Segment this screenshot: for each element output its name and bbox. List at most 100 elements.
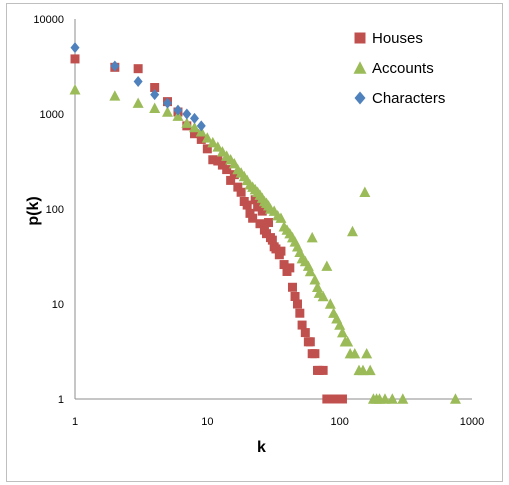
accounts-point — [306, 231, 318, 243]
x-axis-label: k — [257, 439, 266, 456]
x-tick-label: 100 — [330, 416, 348, 428]
houses-point — [297, 320, 307, 330]
houses-point — [257, 206, 267, 216]
accounts-point — [379, 393, 391, 404]
y-tick-label: 100 — [46, 204, 64, 216]
accounts-point — [201, 132, 213, 143]
houses-point — [229, 170, 239, 180]
houses-point — [267, 235, 277, 245]
houses-point — [233, 182, 243, 192]
houses-point — [190, 129, 200, 139]
houses-point — [217, 160, 227, 170]
houses-point — [300, 328, 310, 338]
houses-point — [271, 244, 281, 254]
characters-point — [110, 60, 120, 72]
characters-point — [70, 42, 80, 54]
x-tick-labels: 1 10 100 1000 — [72, 416, 484, 428]
chart-frame — [6, 3, 503, 482]
legend-label: Accounts — [372, 60, 434, 77]
legend-entry-characters: Characters — [354, 90, 445, 107]
y-tick-label: 1000 — [40, 109, 64, 121]
accounts-point — [149, 102, 161, 113]
legend-entry-accounts: Accounts — [353, 60, 434, 77]
series-houses — [70, 54, 347, 404]
x-tick-label: 1000 — [460, 416, 484, 428]
houses-point — [337, 394, 347, 404]
series-characters — [70, 42, 206, 132]
houses-point — [310, 349, 320, 359]
accounts-point — [386, 393, 398, 404]
houses-point — [150, 83, 160, 93]
x-tick-label: 10 — [201, 416, 213, 428]
houses-point — [202, 144, 212, 154]
characters-point — [196, 120, 206, 132]
accounts-point — [304, 265, 316, 277]
houses-point — [255, 219, 265, 229]
accounts-point — [357, 364, 369, 376]
accounts-point — [346, 225, 358, 237]
accounts-point — [312, 281, 324, 292]
accounts-point — [212, 141, 224, 152]
houses-point — [285, 263, 295, 273]
legend-marker-characters — [354, 91, 366, 105]
legend-entry-houses: Houses — [354, 30, 423, 47]
data-points — [69, 42, 461, 404]
legend-marker-houses — [354, 32, 366, 44]
characters-point — [133, 75, 143, 87]
y-tick-label: 10 — [52, 299, 64, 311]
houses-point — [196, 134, 206, 144]
accounts-point — [132, 97, 144, 108]
accounts-point — [321, 260, 333, 271]
accounts-point — [275, 212, 287, 223]
accounts-point — [449, 393, 461, 404]
accounts-point — [189, 121, 201, 133]
houses-point — [290, 291, 300, 301]
houses-point — [70, 54, 80, 64]
houses-point — [133, 64, 143, 74]
accounts-point — [324, 298, 336, 309]
x-tick-label: 1 — [72, 416, 78, 428]
characters-point — [173, 104, 183, 116]
houses-point — [292, 299, 302, 309]
y-tick-labels: 1 10 100 1000 10000 — [33, 14, 64, 406]
houses-point — [295, 308, 305, 318]
houses-point — [287, 282, 297, 292]
houses-point — [248, 213, 258, 223]
series-accounts — [69, 84, 461, 404]
characters-point — [162, 97, 172, 109]
houses-point — [208, 155, 218, 165]
accounts-point — [181, 117, 193, 128]
legend-marker-accounts — [353, 61, 367, 74]
accounts-point — [207, 136, 219, 148]
accounts-point — [109, 90, 121, 101]
houses-point — [318, 365, 328, 375]
accounts-point — [342, 336, 354, 347]
houses-point — [213, 156, 223, 166]
accounts-point — [364, 364, 376, 376]
accounts-point — [69, 84, 81, 95]
accounts-point — [336, 326, 348, 338]
y-tick-label: 10000 — [33, 14, 64, 26]
houses-point — [279, 260, 289, 270]
houses-point — [276, 246, 286, 256]
accounts-point — [172, 110, 184, 121]
y-tick-label: 1 — [58, 394, 64, 406]
accounts-point — [161, 106, 173, 117]
characters-point — [190, 112, 200, 124]
houses-point — [242, 200, 252, 210]
legend: Houses Accounts Characters — [353, 30, 445, 107]
houses-point — [264, 218, 274, 228]
houses-point — [222, 165, 232, 175]
y-axis-label: p(k) — [25, 196, 42, 225]
characters-point — [182, 108, 192, 120]
accounts-point — [359, 186, 371, 197]
accounts-point — [317, 290, 329, 302]
houses-point — [245, 208, 255, 218]
houses-point — [305, 337, 315, 347]
accounts-point — [349, 347, 361, 359]
houses-point — [226, 175, 236, 185]
axes — [74, 19, 472, 400]
houses-point — [236, 187, 246, 197]
houses-point — [253, 202, 263, 212]
accounts-point — [361, 347, 373, 359]
